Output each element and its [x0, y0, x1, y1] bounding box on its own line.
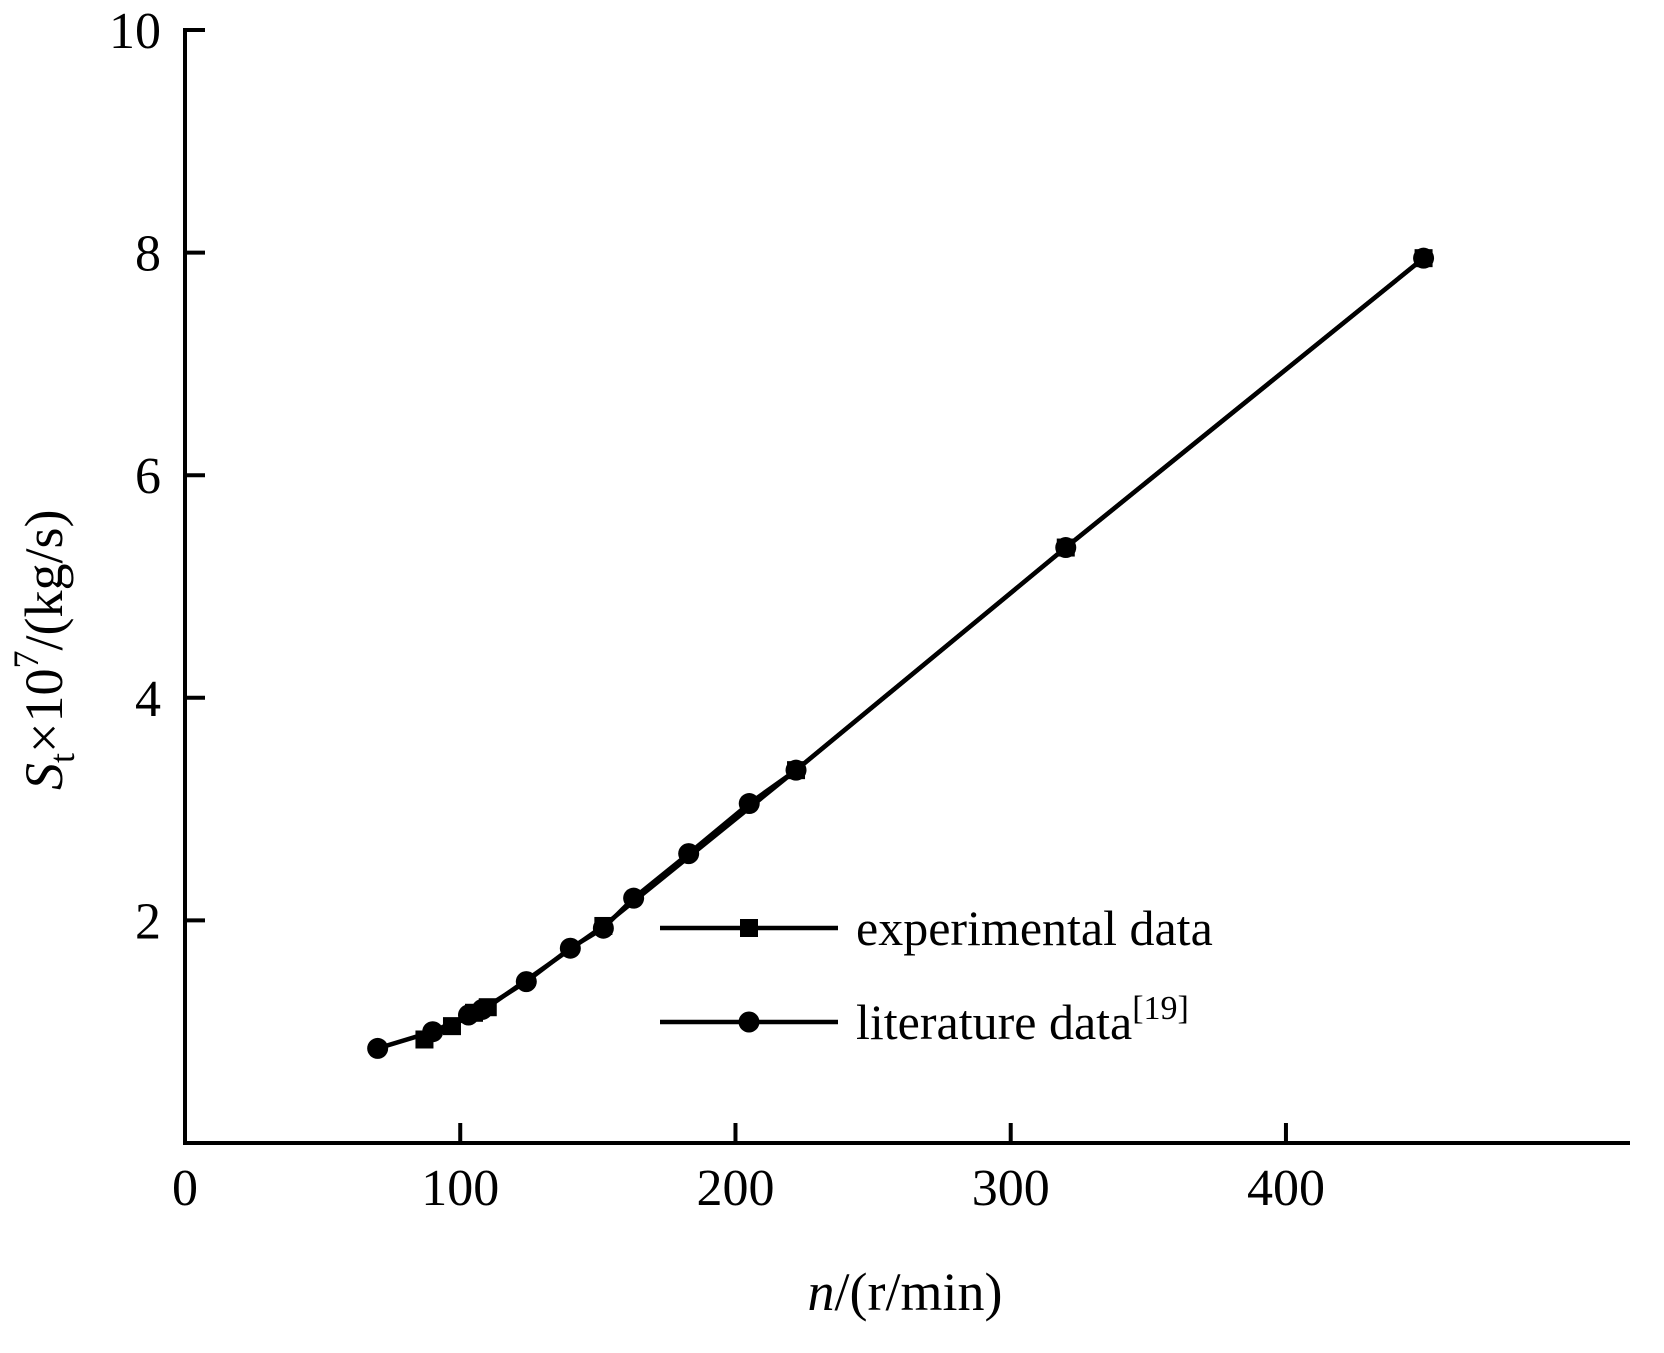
series-marker-literature-data	[367, 1037, 389, 1059]
plot-layer: 0 100 200 300 400 2 4 6 8 10 experimental data lite…	[109, 3, 1630, 1217]
x-axis-label-var: n	[808, 1262, 835, 1322]
y-axis-label-exp: 7	[6, 651, 46, 669]
legend-label-superscript: [19]	[1132, 990, 1189, 1027]
series-marker-literature-data	[738, 793, 760, 815]
legend-marker-literature-data	[738, 1011, 760, 1033]
y-axis-label-rest: /(kg/s)	[14, 510, 74, 651]
y-axis-label-mult: ×10	[14, 669, 74, 753]
x-axis-label: n/(r/min)	[808, 1262, 1003, 1322]
series-marker-literature-data	[515, 971, 537, 993]
x-tick-label: 200	[696, 1160, 774, 1217]
legend-label-experimental-data: experimental data	[856, 900, 1213, 956]
series-marker-literature-data	[559, 937, 581, 959]
series-marker-literature-data	[422, 1021, 444, 1043]
series-marker-literature-data	[785, 759, 807, 781]
y-tick-label: 6	[135, 448, 161, 505]
x-tick-label: 100	[421, 1160, 499, 1217]
y-tick-label: 10	[109, 3, 161, 60]
x-tick-label: 300	[972, 1160, 1050, 1217]
y-tick-label: 2	[135, 893, 161, 950]
y-tick-label: 8	[135, 226, 161, 283]
series-marker-literature-data	[678, 843, 700, 865]
series-marker-literature-data	[592, 917, 614, 939]
y-axis-label-sub: t	[42, 753, 82, 763]
y-axis-label-var: S	[14, 763, 74, 790]
x-tick-label: 0	[172, 1160, 198, 1217]
y-tick-label: 4	[135, 671, 161, 728]
legend-marker-experimental-data	[740, 919, 758, 937]
x-axis-label-rest: /(r/min)	[835, 1262, 1003, 1322]
y-axis-label: St×107/(kg/s)	[6, 510, 82, 790]
series-marker-literature-data	[471, 998, 493, 1020]
legend-label-text: experimental data	[856, 900, 1213, 956]
series-marker-literature-data	[623, 887, 645, 909]
legend-label-literature-data: literature data[19]	[856, 990, 1189, 1050]
series-marker-literature-data	[1413, 247, 1435, 269]
series-marker-literature-data	[1055, 537, 1077, 559]
legend-label-text: literature data	[856, 994, 1132, 1050]
x-tick-label: 400	[1247, 1160, 1325, 1217]
